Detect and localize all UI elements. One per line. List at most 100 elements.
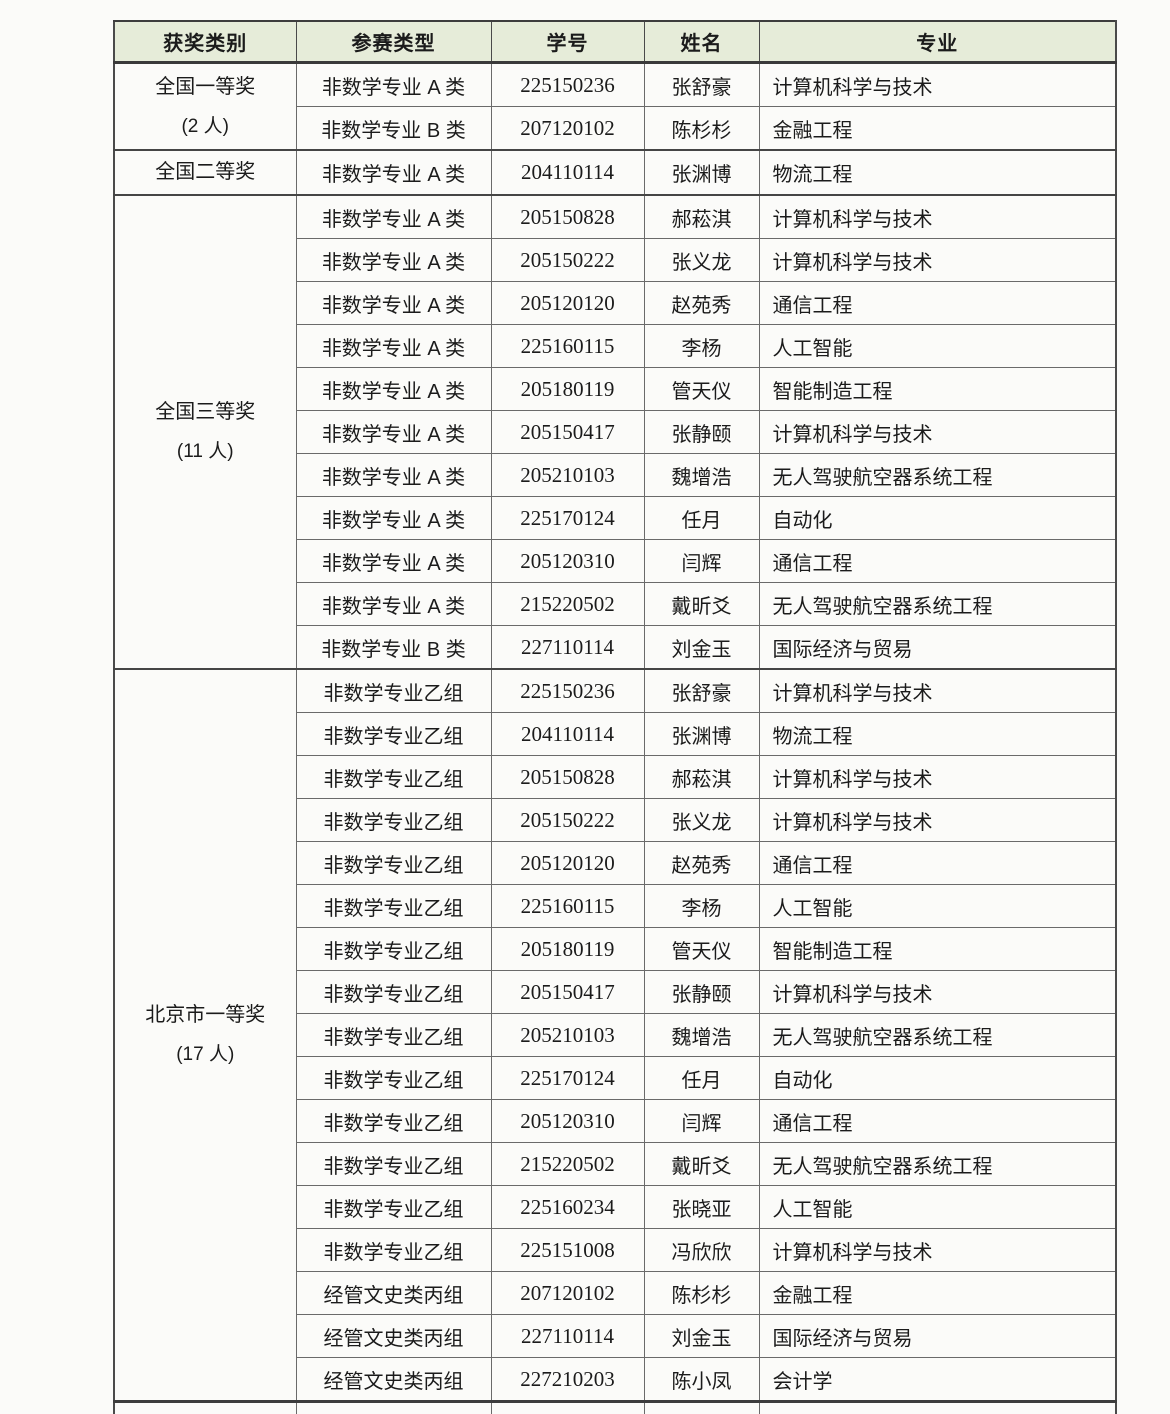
student-id-cell: 205120120: [491, 842, 644, 885]
competition-type-cell: 非数学专业 B 类: [296, 626, 491, 670]
major-cell: 人工智能: [759, 1186, 1116, 1229]
student-id-cell: 225160234: [491, 1186, 644, 1229]
student-id-cell: 225170124: [491, 1057, 644, 1100]
award-category-count: (2 人): [116, 108, 295, 147]
major-cell: 金融工程: [759, 1272, 1116, 1315]
student-id-cell: 225150236: [491, 63, 644, 107]
major-cell: 无人驾驶航空器系统工程: [759, 1143, 1116, 1186]
student-name-cell: 刘金玉: [644, 1315, 759, 1358]
student-id-cell: 205120310: [491, 1100, 644, 1143]
student-id-cell: 205180119: [491, 928, 644, 971]
student-name-cell: 赵苑秀: [644, 842, 759, 885]
major-cell: 智能制造工程: [759, 368, 1116, 411]
major-cell: 计算机科学与技术: [759, 799, 1116, 842]
competition-type-cell: 非数学专业乙组: [296, 1229, 491, 1272]
student-id-cell: 227210203: [491, 1358, 644, 1402]
student-name-cell: 赵苑秀: [644, 282, 759, 325]
student-id-cell: 205150222: [491, 799, 644, 842]
student-name-cell: 魏增浩: [644, 454, 759, 497]
student-name-cell: 李杨: [644, 885, 759, 928]
major-cell: 人工智能: [759, 325, 1116, 368]
student-name-cell: 张舒豪: [644, 669, 759, 713]
student-id-cell: 225160115: [491, 325, 644, 368]
student-name-cell: 陈杉杉: [644, 1272, 759, 1315]
major-cell: 计算机科学与技术: [759, 63, 1116, 107]
competition-type-cell: 非数学专业乙组: [296, 842, 491, 885]
student-name-cell: 郝菘淇: [644, 195, 759, 239]
competition-type-cell: 非数学专业 A 类: [296, 583, 491, 626]
header-student-id: 学号: [491, 21, 644, 63]
partial-cell: [759, 1402, 1116, 1414]
student-id-cell: 205180119: [491, 368, 644, 411]
major-cell: 会计学: [759, 1358, 1116, 1402]
student-id-cell: 225151008: [491, 1229, 644, 1272]
header-major: 专业: [759, 21, 1116, 63]
student-id-cell: 205150417: [491, 411, 644, 454]
competition-type-cell: 非数学专业乙组: [296, 713, 491, 756]
student-id-cell: 205150828: [491, 195, 644, 239]
student-id-cell: 225160115: [491, 885, 644, 928]
competition-type-cell: 非数学专业 A 类: [296, 239, 491, 282]
competition-type-cell: 经管文史类丙组: [296, 1315, 491, 1358]
student-id-cell: 205150828: [491, 756, 644, 799]
competition-type-cell: 非数学专业 A 类: [296, 497, 491, 540]
student-id-cell: 205120310: [491, 540, 644, 583]
student-name-cell: 陈小凤: [644, 1358, 759, 1402]
student-name-cell: 张义龙: [644, 799, 759, 842]
award-category-cell: 全国三等奖(11 人): [114, 195, 296, 669]
major-cell: 无人驾驶航空器系统工程: [759, 1014, 1116, 1057]
major-cell: 国际经济与贸易: [759, 1315, 1116, 1358]
competition-type-cell: 非数学专业 A 类: [296, 540, 491, 583]
major-cell: 计算机科学与技术: [759, 669, 1116, 713]
partial-cell: [114, 1402, 296, 1414]
major-cell: 计算机科学与技术: [759, 239, 1116, 282]
student-id-cell: 215220502: [491, 1143, 644, 1186]
student-name-cell: 张舒豪: [644, 63, 759, 107]
major-cell: 无人驾驶航空器系统工程: [759, 454, 1116, 497]
student-id-cell: 205210103: [491, 1014, 644, 1057]
student-name-cell: 刘金玉: [644, 626, 759, 670]
award-category-label: 全国三等奖: [116, 392, 295, 433]
major-cell: 计算机科学与技术: [759, 1229, 1116, 1272]
major-cell: 自动化: [759, 1057, 1116, 1100]
major-cell: 通信工程: [759, 842, 1116, 885]
student-id-cell: 205150417: [491, 971, 644, 1014]
student-id-cell: 227110114: [491, 1315, 644, 1358]
major-cell: 通信工程: [759, 1100, 1116, 1143]
major-cell: 计算机科学与技术: [759, 411, 1116, 454]
student-name-cell: 任月: [644, 1057, 759, 1100]
student-id-cell: 205150222: [491, 239, 644, 282]
student-name-cell: 陈杉杉: [644, 107, 759, 151]
competition-type-cell: 非数学专业 A 类: [296, 150, 491, 195]
award-category-cell: 全国一等奖(2 人): [114, 63, 296, 151]
competition-type-cell: 非数学专业乙组: [296, 1186, 491, 1229]
student-name-cell: 张晓亚: [644, 1186, 759, 1229]
student-name-cell: 任月: [644, 497, 759, 540]
student-name-cell: 张静颐: [644, 971, 759, 1014]
student-id-cell: 215220502: [491, 583, 644, 626]
competition-type-cell: 非数学专业乙组: [296, 669, 491, 713]
competition-type-cell: 非数学专业 A 类: [296, 282, 491, 325]
student-name-cell: 冯欣欣: [644, 1229, 759, 1272]
partial-cell: [296, 1402, 491, 1414]
major-cell: 物流工程: [759, 713, 1116, 756]
major-cell: 自动化: [759, 497, 1116, 540]
major-cell: 计算机科学与技术: [759, 756, 1116, 799]
competition-type-cell: 非数学专业乙组: [296, 799, 491, 842]
student-name-cell: 张渊博: [644, 713, 759, 756]
competition-type-cell: 非数学专业 A 类: [296, 195, 491, 239]
major-cell: 物流工程: [759, 150, 1116, 195]
student-id-cell: 205120120: [491, 282, 644, 325]
competition-type-cell: 非数学专业 A 类: [296, 325, 491, 368]
student-name-cell: 戴昕爻: [644, 583, 759, 626]
competition-type-cell: 非数学专业乙组: [296, 971, 491, 1014]
award-category-label: 北京市一等奖: [116, 995, 295, 1036]
student-name-cell: 张静颐: [644, 411, 759, 454]
